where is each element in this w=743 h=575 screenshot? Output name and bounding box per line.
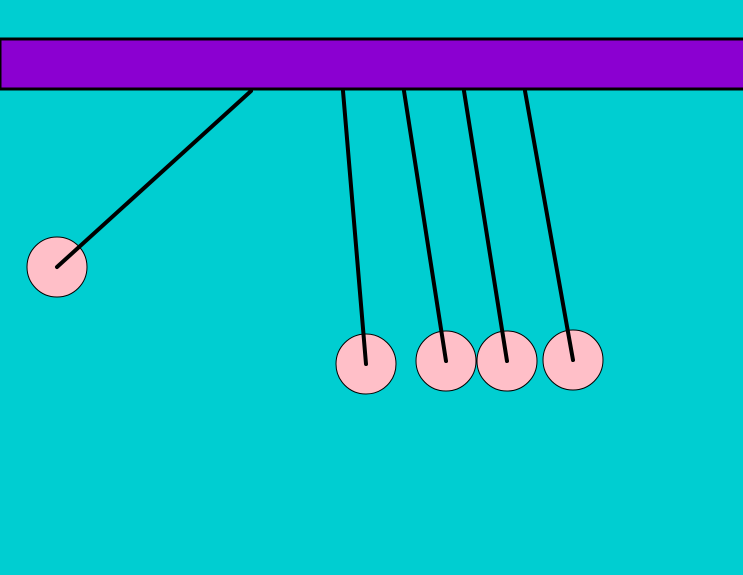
pendulum-string-1: [55, 89, 253, 269]
pendulum-3[interactable]: [402, 89, 477, 392]
pendulum-4[interactable]: [462, 89, 538, 392]
cradle-frame-bar: [0, 37, 743, 91]
pendulum-string-3: [402, 89, 448, 363]
pendulum-string-5: [523, 89, 575, 362]
pendulum-string-2: [341, 89, 368, 366]
pendulum-string-4: [462, 89, 509, 363]
pendulum-2[interactable]: [335, 89, 397, 395]
pendulum-1[interactable]: [26, 89, 253, 298]
pendulum-5[interactable]: [523, 89, 604, 391]
